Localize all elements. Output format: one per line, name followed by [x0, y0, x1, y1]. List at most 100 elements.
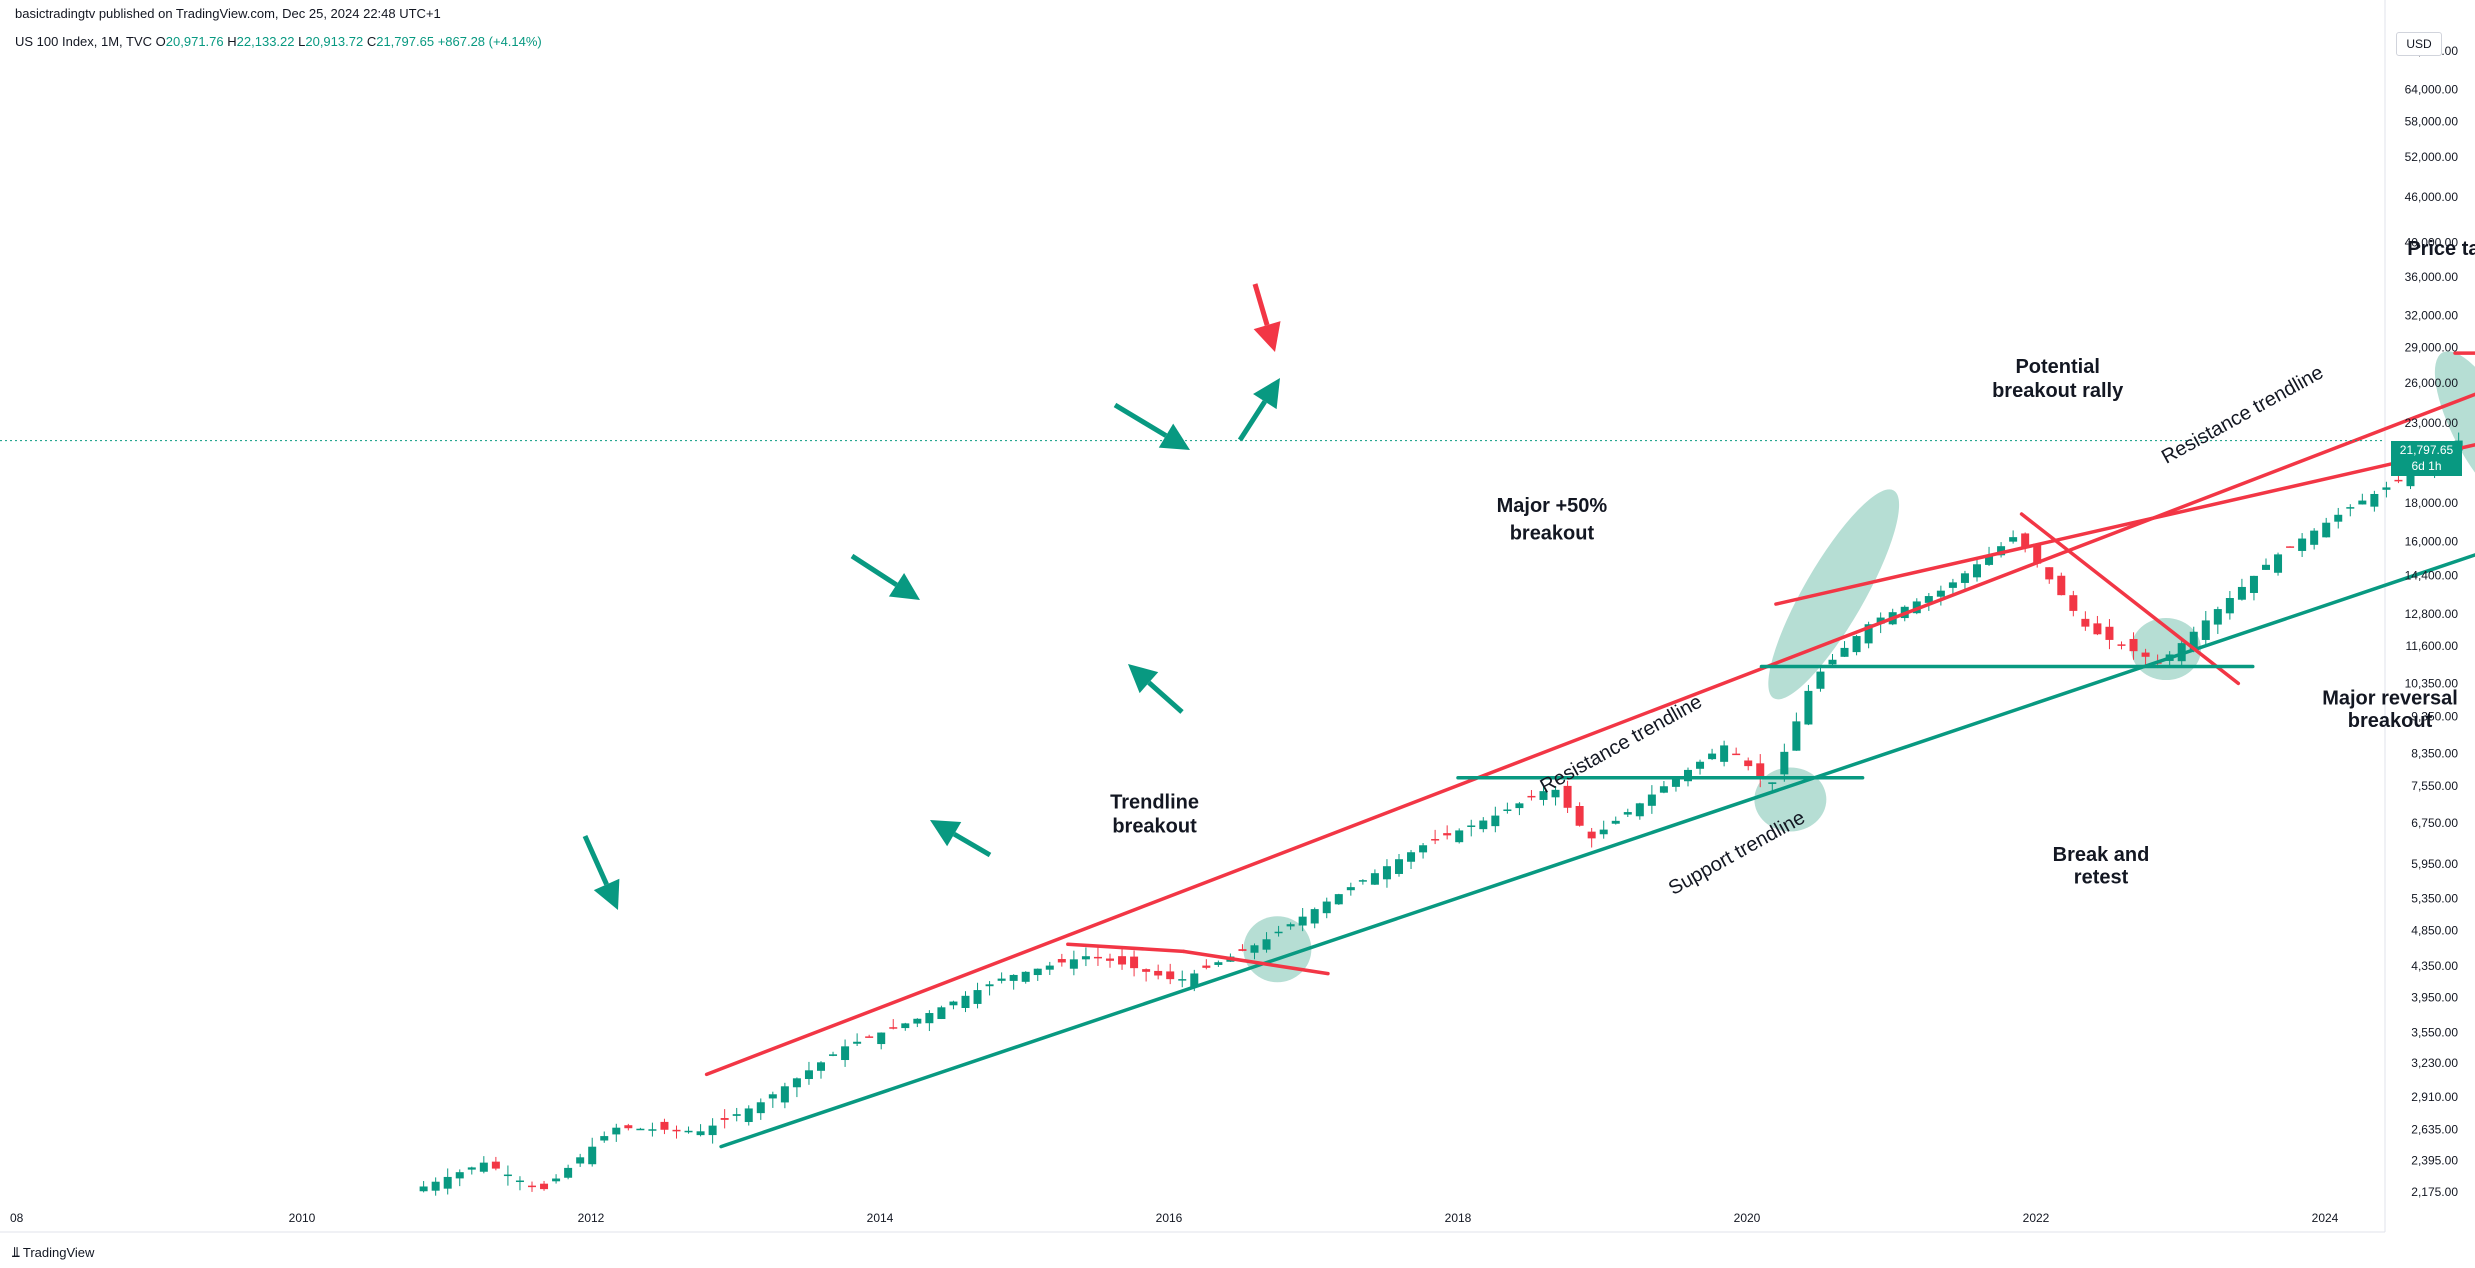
currency-button[interactable]: USD	[2396, 32, 2442, 56]
candle-body	[1069, 959, 1078, 969]
candle-body	[552, 1178, 561, 1182]
candle-body	[2045, 567, 2054, 580]
candle-body	[1732, 753, 1741, 756]
candle-body	[853, 1041, 862, 1044]
candle-body	[2382, 487, 2391, 490]
low-label: L	[298, 34, 306, 49]
tradingview-footer[interactable]: ⫫ TradingView	[12, 1244, 94, 1261]
y-tick-label: 11,600.00	[2406, 639, 2459, 653]
candle-body	[1467, 825, 1476, 827]
candle-body	[2358, 500, 2367, 505]
candle-body	[515, 1180, 524, 1183]
y-tick-label: 46,000.00	[2405, 190, 2459, 204]
candle-body	[1334, 894, 1343, 905]
candle-body	[1864, 624, 1873, 644]
y-tick-label: 4,850.00	[2411, 924, 2458, 938]
candle-body	[2129, 638, 2138, 652]
candle-body	[2105, 626, 2114, 640]
candle-body	[997, 978, 1006, 981]
arrow-head-icon	[1158, 423, 1190, 450]
annotation-label: retest	[2074, 867, 2129, 889]
candle-body	[1250, 945, 1259, 953]
candle-body	[576, 1157, 585, 1164]
candle-body	[1081, 956, 1090, 960]
candle-body	[1659, 786, 1668, 793]
candle-body	[1178, 979, 1187, 981]
candle-body	[2093, 623, 2102, 635]
candle-body	[1118, 956, 1127, 965]
candle-body	[1683, 769, 1692, 782]
candle-body	[1563, 785, 1572, 808]
y-tick-label: 32,000.00	[2405, 308, 2459, 322]
candle-body	[2346, 507, 2355, 509]
annotation-label: Price target	[2407, 238, 2475, 260]
resistance-line	[1066, 942, 1186, 954]
candle-body	[780, 1086, 789, 1103]
y-tick-label: 7,550.00	[2411, 779, 2458, 793]
y-tick-label: 23,000.00	[2405, 416, 2459, 430]
candle-body	[792, 1078, 801, 1088]
candle-body	[1105, 958, 1114, 961]
arrow-shaft	[952, 831, 992, 858]
candle-body	[889, 1027, 898, 1029]
annotation-label: Potential	[2015, 356, 2099, 378]
high-value: 22,133.22	[236, 34, 295, 49]
candle-body	[756, 1102, 765, 1114]
symbol-label[interactable]: US 100 Index, 1M, TVC	[15, 34, 153, 49]
y-tick-label: 64,000.00	[2405, 82, 2459, 96]
high-label: H	[227, 34, 237, 49]
candle-body	[1852, 636, 1861, 653]
annotation-label: Break and	[2053, 844, 2150, 866]
candle-body	[829, 1054, 838, 1056]
candle-body	[1298, 916, 1307, 926]
x-tick-label: 2022	[2023, 1211, 2050, 1225]
candle-body	[1924, 596, 1933, 603]
y-tick-label: 4,350.00	[2411, 959, 2458, 973]
candle-body	[720, 1118, 729, 1120]
candle-body	[1527, 795, 1536, 798]
candle-body	[1985, 555, 1994, 565]
candle-body	[600, 1136, 609, 1141]
last-price-value: 21,797.65	[2399, 443, 2454, 457]
candle-body	[1708, 753, 1717, 760]
resistance-line	[2019, 512, 2241, 686]
candle-body	[1671, 778, 1680, 787]
arrow-shaft	[850, 553, 898, 587]
support-line	[719, 553, 2475, 1149]
candle-body	[672, 1129, 681, 1132]
y-tick-label: 52,000.00	[2405, 150, 2459, 164]
candle-body	[1214, 962, 1223, 965]
candle-body	[804, 1070, 813, 1080]
highlight-zone	[1768, 489, 1900, 700]
candle-body	[2249, 575, 2258, 593]
candle-body	[479, 1162, 488, 1172]
candle-body	[1093, 956, 1102, 959]
candle-body	[624, 1125, 633, 1129]
resistance-line	[1181, 949, 1330, 976]
candle-body	[2081, 618, 2090, 627]
candle-body	[1310, 909, 1319, 924]
close-label: C	[366, 34, 377, 49]
candle-body	[491, 1161, 500, 1169]
x-tick-label: 2024	[2312, 1211, 2339, 1225]
candle-body	[2274, 554, 2283, 573]
arrow-shaft	[1237, 400, 1267, 442]
candle-body	[1744, 760, 1753, 767]
candle-body	[1936, 590, 1945, 597]
open-value: 20,971.76	[165, 34, 224, 49]
candle-body	[1322, 901, 1331, 914]
arrow-shaft	[1113, 402, 1168, 438]
y-tick-label: 3,950.00	[2411, 990, 2458, 1004]
candle-body	[1599, 829, 1608, 835]
candle-body	[660, 1121, 669, 1130]
annotation-label: breakout	[2348, 710, 2433, 732]
candle-body	[768, 1094, 777, 1099]
candle-body	[2322, 522, 2331, 538]
candle-body	[2033, 543, 2042, 564]
candle-body	[1948, 582, 1957, 588]
candle-body	[2406, 473, 2415, 487]
candle-body	[1154, 970, 1163, 976]
candle-body	[1828, 659, 1837, 665]
candle-body	[2310, 530, 2319, 545]
